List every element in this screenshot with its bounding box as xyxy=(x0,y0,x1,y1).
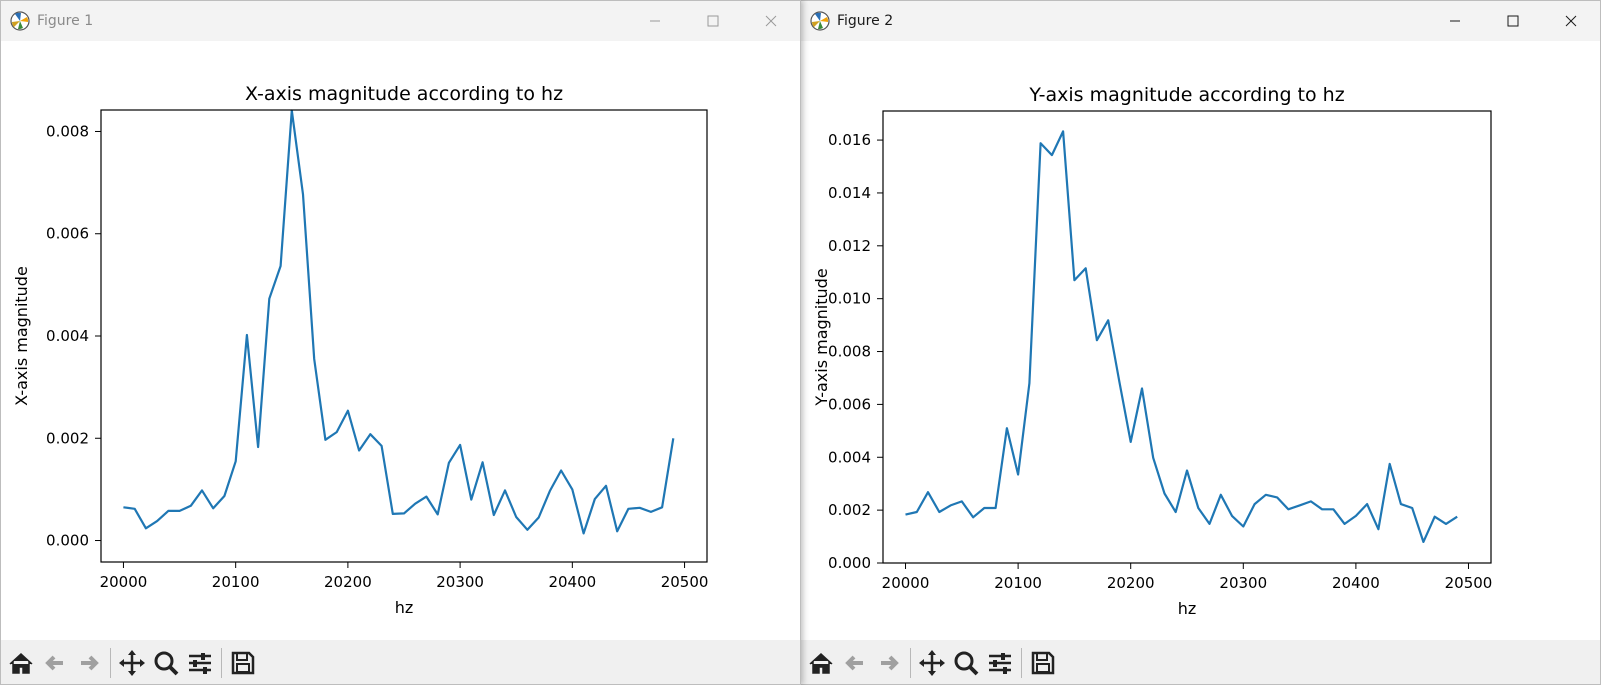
matplotlib-logo-icon xyxy=(809,10,831,32)
toolbar-separator xyxy=(1021,648,1022,678)
save-button[interactable] xyxy=(226,646,260,680)
x-tick-label: 20400 xyxy=(548,573,596,591)
data-series-line xyxy=(905,130,1458,543)
data-series-line xyxy=(123,109,675,535)
forward-button[interactable] xyxy=(872,646,906,680)
configure-subplots-icon xyxy=(989,653,1011,674)
forward-arrow-icon xyxy=(81,655,99,671)
zoom-icon xyxy=(954,651,979,676)
window-title: Figure 1 xyxy=(37,13,94,29)
y-tick-label: 0.014 xyxy=(828,184,871,202)
plot-canvas[interactable]: Y-axis magnitude according to hz 20000 201… xyxy=(801,41,1600,639)
zoom-button[interactable] xyxy=(149,646,183,680)
y-tick-label: 0.016 xyxy=(828,131,871,149)
title-bar[interactable]: Figure 1 xyxy=(1,1,800,41)
minimize-icon xyxy=(1450,20,1460,22)
window-title: Figure 2 xyxy=(837,13,894,29)
y-tick-label: 0.006 xyxy=(828,395,871,413)
x-tick-label: 20300 xyxy=(1219,574,1267,592)
x-tick-label: 20500 xyxy=(1445,574,1493,592)
save-button[interactable] xyxy=(1026,646,1060,680)
plot-canvas[interactable]: X-axis magnitude according to hz 20000 201… xyxy=(1,41,800,639)
line-chart: Y-axis magnitude according to hz 20000 201… xyxy=(812,84,1493,618)
x-axis-label: hz xyxy=(1178,599,1197,618)
close-button[interactable] xyxy=(742,1,800,41)
toolbar-separator xyxy=(910,648,911,678)
matplotlib-logo-icon xyxy=(9,10,31,32)
chart-title: X-axis magnitude according to hz xyxy=(245,83,563,105)
x-tick-label: 20200 xyxy=(1107,574,1155,592)
x-tick-label: 20200 xyxy=(324,573,372,591)
x-tick-label: 20100 xyxy=(212,573,260,591)
close-icon xyxy=(1565,15,1577,27)
x-tick-label: 20400 xyxy=(1332,574,1380,592)
maximize-icon xyxy=(1507,15,1519,27)
y-tick-label: 0.002 xyxy=(828,501,871,519)
configure-subplots-button[interactable] xyxy=(183,646,217,680)
y-tick-label: 0.004 xyxy=(46,327,89,345)
maximize-button[interactable] xyxy=(1484,1,1542,41)
chart-title: Y-axis magnitude according to hz xyxy=(1028,84,1344,106)
y-tick-label: 0.006 xyxy=(46,225,89,243)
pan-icon xyxy=(919,650,945,676)
y-axis-label: X-axis magnitude xyxy=(12,266,31,406)
maximize-button[interactable] xyxy=(684,1,742,41)
forward-arrow-icon xyxy=(881,655,899,671)
close-button[interactable] xyxy=(1542,1,1600,41)
axes-frame xyxy=(100,109,708,563)
y-tick-label: 0.008 xyxy=(828,343,871,361)
x-tick-label: 20000 xyxy=(100,573,148,591)
home-icon xyxy=(9,652,33,674)
title-bar[interactable]: Figure 2 xyxy=(801,1,1600,41)
close-icon xyxy=(765,15,777,27)
x-axis-label: hz xyxy=(395,598,414,617)
navigation-toolbar xyxy=(1,640,800,684)
y-tick-label: 0.008 xyxy=(46,122,89,140)
home-button[interactable] xyxy=(804,646,838,680)
minimize-button[interactable] xyxy=(626,1,684,41)
save-icon xyxy=(231,651,255,675)
back-button[interactable] xyxy=(838,646,872,680)
pan-button[interactable] xyxy=(115,646,149,680)
forward-button[interactable] xyxy=(72,646,106,680)
y-axis-label: Y-axis magnitude xyxy=(812,268,831,406)
y-tick-label: 0.012 xyxy=(828,237,871,255)
axes-frame xyxy=(882,110,1492,564)
home-button[interactable] xyxy=(4,646,38,680)
home-icon xyxy=(809,652,833,674)
pan-button[interactable] xyxy=(915,646,949,680)
y-tick-label: 0.000 xyxy=(46,532,89,550)
save-icon xyxy=(1031,651,1055,675)
minimize-icon xyxy=(650,20,660,22)
y-tick-label: 0.002 xyxy=(46,429,89,447)
toolbar-separator xyxy=(110,648,111,678)
pan-icon xyxy=(119,650,145,676)
back-button[interactable] xyxy=(38,646,72,680)
figure-1-window: Figure 1 X-axis magnitude according to h… xyxy=(0,0,801,685)
y-tick-label: 0.000 xyxy=(828,554,871,572)
zoom-icon xyxy=(154,651,179,676)
configure-subplots-button[interactable] xyxy=(983,646,1017,680)
toolbar-separator xyxy=(221,648,222,678)
x-tick-label: 20300 xyxy=(436,573,484,591)
maximize-icon xyxy=(707,15,719,27)
x-tick-label: 20000 xyxy=(882,574,930,592)
configure-subplots-icon xyxy=(189,653,211,674)
navigation-toolbar xyxy=(801,640,1600,684)
back-arrow-icon xyxy=(845,655,863,671)
y-tick-label: 0.004 xyxy=(828,448,871,466)
minimize-button[interactable] xyxy=(1426,1,1484,41)
x-tick-label: 20100 xyxy=(994,574,1042,592)
y-tick-label: 0.010 xyxy=(828,290,871,308)
back-arrow-icon xyxy=(45,655,63,671)
figure-2-window: Figure 2 Y-axis magnitude according to h… xyxy=(800,0,1601,685)
line-chart: X-axis magnitude according to hz 20000 201… xyxy=(12,83,709,617)
x-tick-label: 20500 xyxy=(661,573,709,591)
zoom-button[interactable] xyxy=(949,646,983,680)
